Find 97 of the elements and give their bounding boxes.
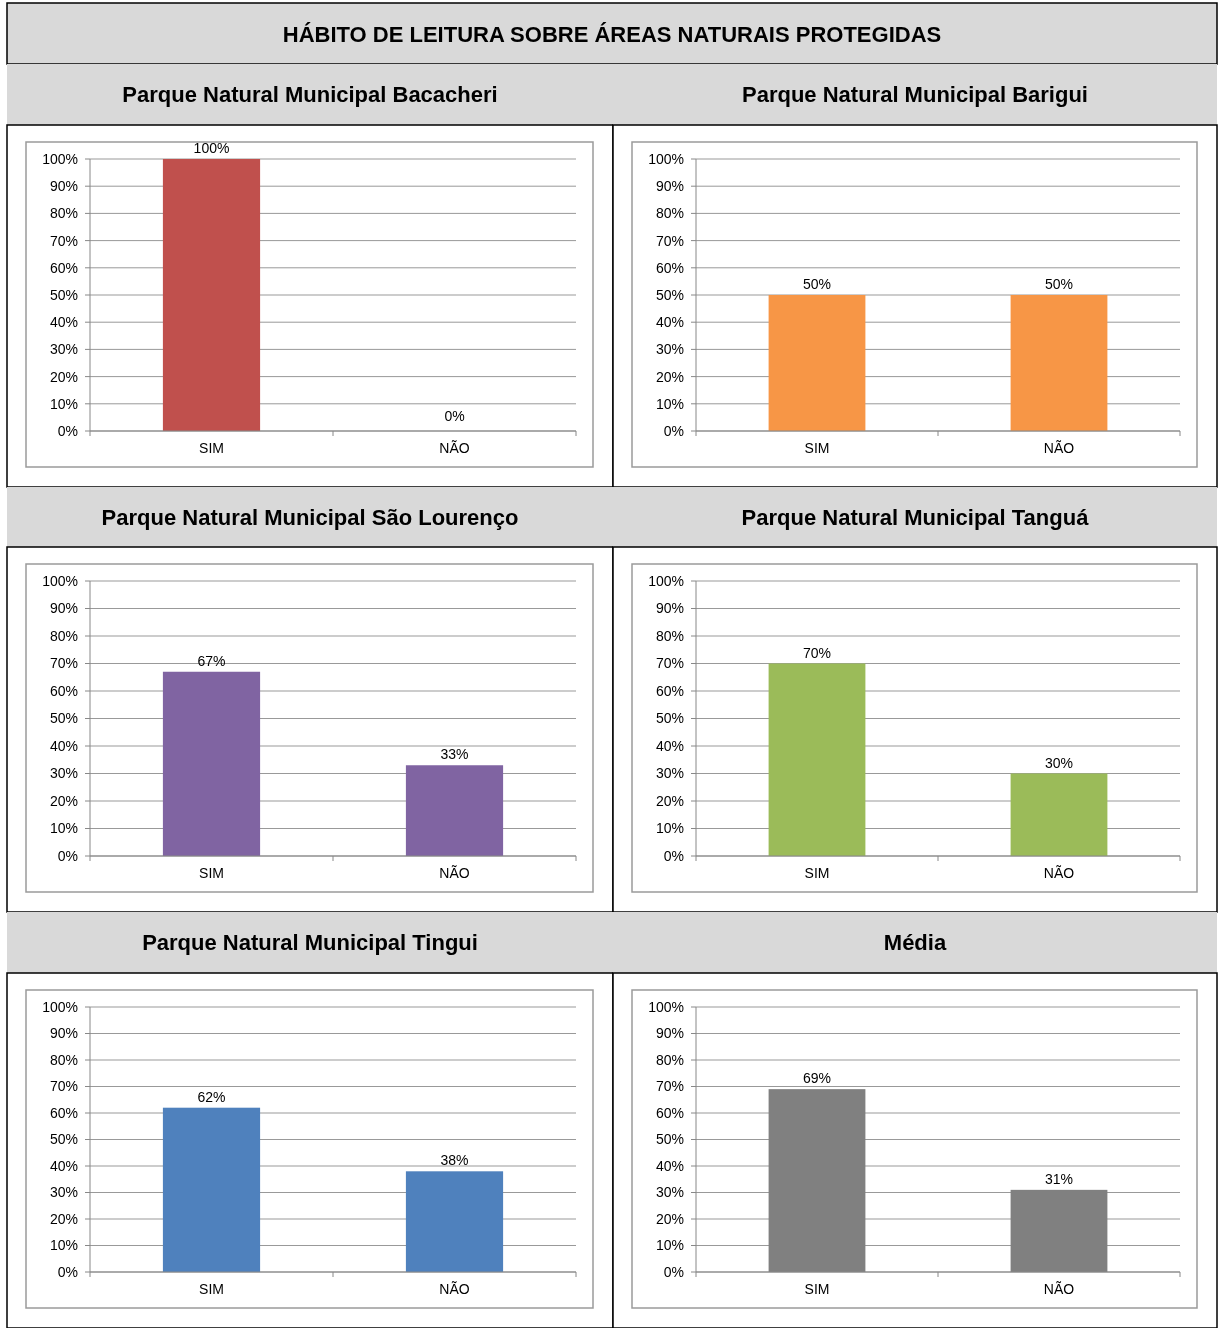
- y-tick-label: 100%: [42, 572, 78, 589]
- x-tick-label: SIM: [804, 865, 830, 881]
- y-tick-label: 20%: [655, 1210, 684, 1227]
- x-tick-label: SIM: [199, 1281, 224, 1297]
- y-tick-label: 30%: [655, 1184, 684, 1201]
- y-tick-label: 100%: [42, 150, 78, 167]
- y-tick-label: 80%: [49, 627, 78, 644]
- y-tick-label: 30%: [49, 765, 78, 782]
- y-tick-label: 50%: [655, 710, 684, 727]
- y-tick-label: 10%: [655, 395, 684, 412]
- y-tick-label: 70%: [49, 232, 78, 249]
- y-tick-label: 30%: [49, 341, 78, 358]
- x-tick-label: NÃO: [439, 865, 470, 881]
- y-tick-label: 50%: [655, 1131, 684, 1148]
- y-tick-label: 70%: [655, 1078, 684, 1095]
- data-label: 31%: [1044, 1170, 1074, 1187]
- y-tick-label: 90%: [49, 600, 78, 617]
- data-label: 0%: [444, 408, 465, 424]
- y-tick-label: 80%: [655, 627, 684, 644]
- data-label: 70%: [802, 644, 832, 661]
- y-tick-label: 90%: [655, 1025, 684, 1042]
- y-tick-label: 50%: [655, 286, 684, 303]
- y-tick-label: 20%: [49, 368, 78, 385]
- x-tick-label: NÃO: [1043, 865, 1075, 881]
- x-tick-label: SIM: [199, 440, 224, 456]
- y-tick-label: 40%: [49, 737, 78, 754]
- y-tick-label: 20%: [49, 792, 78, 809]
- y-tick-label: 100%: [648, 150, 684, 167]
- y-tick-label: 0%: [663, 1263, 684, 1280]
- y-tick-label: 30%: [655, 765, 684, 782]
- y-tick-label: 60%: [49, 682, 78, 699]
- y-tick-label: 100%: [42, 998, 78, 1015]
- x-tick-label: SIM: [804, 1281, 830, 1297]
- y-tick-label: 40%: [49, 314, 78, 331]
- y-tick-label: 60%: [49, 259, 78, 276]
- chart-title: Parque Natural Municipal Bacacheri: [122, 82, 498, 108]
- data-label: 50%: [802, 276, 832, 292]
- x-tick-label: NÃO: [439, 440, 470, 456]
- y-tick-label: 20%: [655, 792, 684, 809]
- y-tick-label: 50%: [49, 286, 78, 303]
- data-label: 50%: [1044, 276, 1074, 292]
- y-tick-label: 70%: [655, 232, 684, 249]
- y-tick-label: 70%: [49, 1078, 78, 1095]
- y-tick-label: 10%: [49, 820, 78, 837]
- data-label: 33%: [440, 746, 469, 763]
- y-tick-label: 10%: [655, 1237, 684, 1254]
- data-label: 100%: [193, 140, 230, 156]
- x-tick-label: NÃO: [1043, 440, 1075, 456]
- x-tick-label: SIM: [199, 865, 224, 881]
- y-tick-label: 50%: [49, 1131, 78, 1148]
- y-tick-label: 10%: [49, 1237, 78, 1254]
- y-tick-label: 20%: [49, 1210, 78, 1227]
- y-tick-label: 30%: [49, 1184, 78, 1201]
- y-tick-label: 70%: [49, 655, 78, 672]
- y-tick-label: 80%: [655, 1051, 684, 1068]
- x-tick-label: SIM: [804, 440, 830, 456]
- y-tick-label: 0%: [57, 1263, 78, 1280]
- y-tick-label: 60%: [655, 259, 684, 276]
- data-label: 62%: [197, 1088, 226, 1105]
- y-tick-label: 90%: [49, 178, 78, 195]
- y-tick-label: 60%: [655, 1104, 684, 1121]
- y-tick-label: 40%: [655, 1157, 684, 1174]
- y-tick-label: 60%: [49, 1104, 78, 1121]
- y-tick-label: 30%: [655, 341, 684, 358]
- data-label: 30%: [1044, 754, 1074, 771]
- y-tick-label: 80%: [49, 1051, 78, 1068]
- y-tick-label: 90%: [655, 600, 684, 617]
- y-tick-label: 40%: [49, 1157, 78, 1174]
- x-tick-label: NÃO: [439, 1281, 470, 1297]
- chart-title: Parque Natural Municipal São Lourenço: [101, 504, 519, 530]
- text: HÁBITO DE LEITURA SOBRE ÁREAS NATURAIS PROTEGIDAS: [282, 21, 942, 47]
- chart-title: Parque Natural Municipal Tingui: [142, 930, 478, 956]
- chart-title: Parque Natural Municipal Barigui: [742, 82, 1088, 108]
- y-tick-label: 50%: [49, 710, 78, 727]
- x-tick-label: NÃO: [1043, 1281, 1075, 1297]
- y-tick-label: 100%: [648, 998, 684, 1015]
- y-tick-label: 0%: [57, 422, 78, 439]
- y-tick-label: 80%: [655, 205, 684, 222]
- y-tick-label: 100%: [648, 572, 684, 589]
- chart-title: Parque Natural Municipal Tanguá: [741, 504, 1090, 530]
- y-tick-label: 60%: [655, 682, 684, 699]
- y-tick-label: 0%: [663, 422, 684, 439]
- chart-title: Média: [883, 930, 947, 956]
- y-tick-label: 90%: [655, 178, 684, 195]
- data-label: 67%: [197, 652, 226, 669]
- data-label: 69%: [802, 1070, 832, 1087]
- y-tick-label: 0%: [663, 847, 684, 864]
- y-tick-label: 10%: [49, 395, 78, 412]
- y-tick-label: 40%: [655, 737, 684, 754]
- data-label: 38%: [440, 1152, 469, 1169]
- y-tick-label: 90%: [49, 1025, 78, 1042]
- y-tick-label: 10%: [655, 820, 684, 837]
- y-tick-label: 40%: [655, 314, 684, 331]
- y-tick-label: 70%: [655, 655, 684, 672]
- y-tick-label: 20%: [655, 368, 684, 385]
- y-tick-label: 80%: [49, 205, 78, 222]
- y-tick-label: 0%: [57, 847, 78, 864]
